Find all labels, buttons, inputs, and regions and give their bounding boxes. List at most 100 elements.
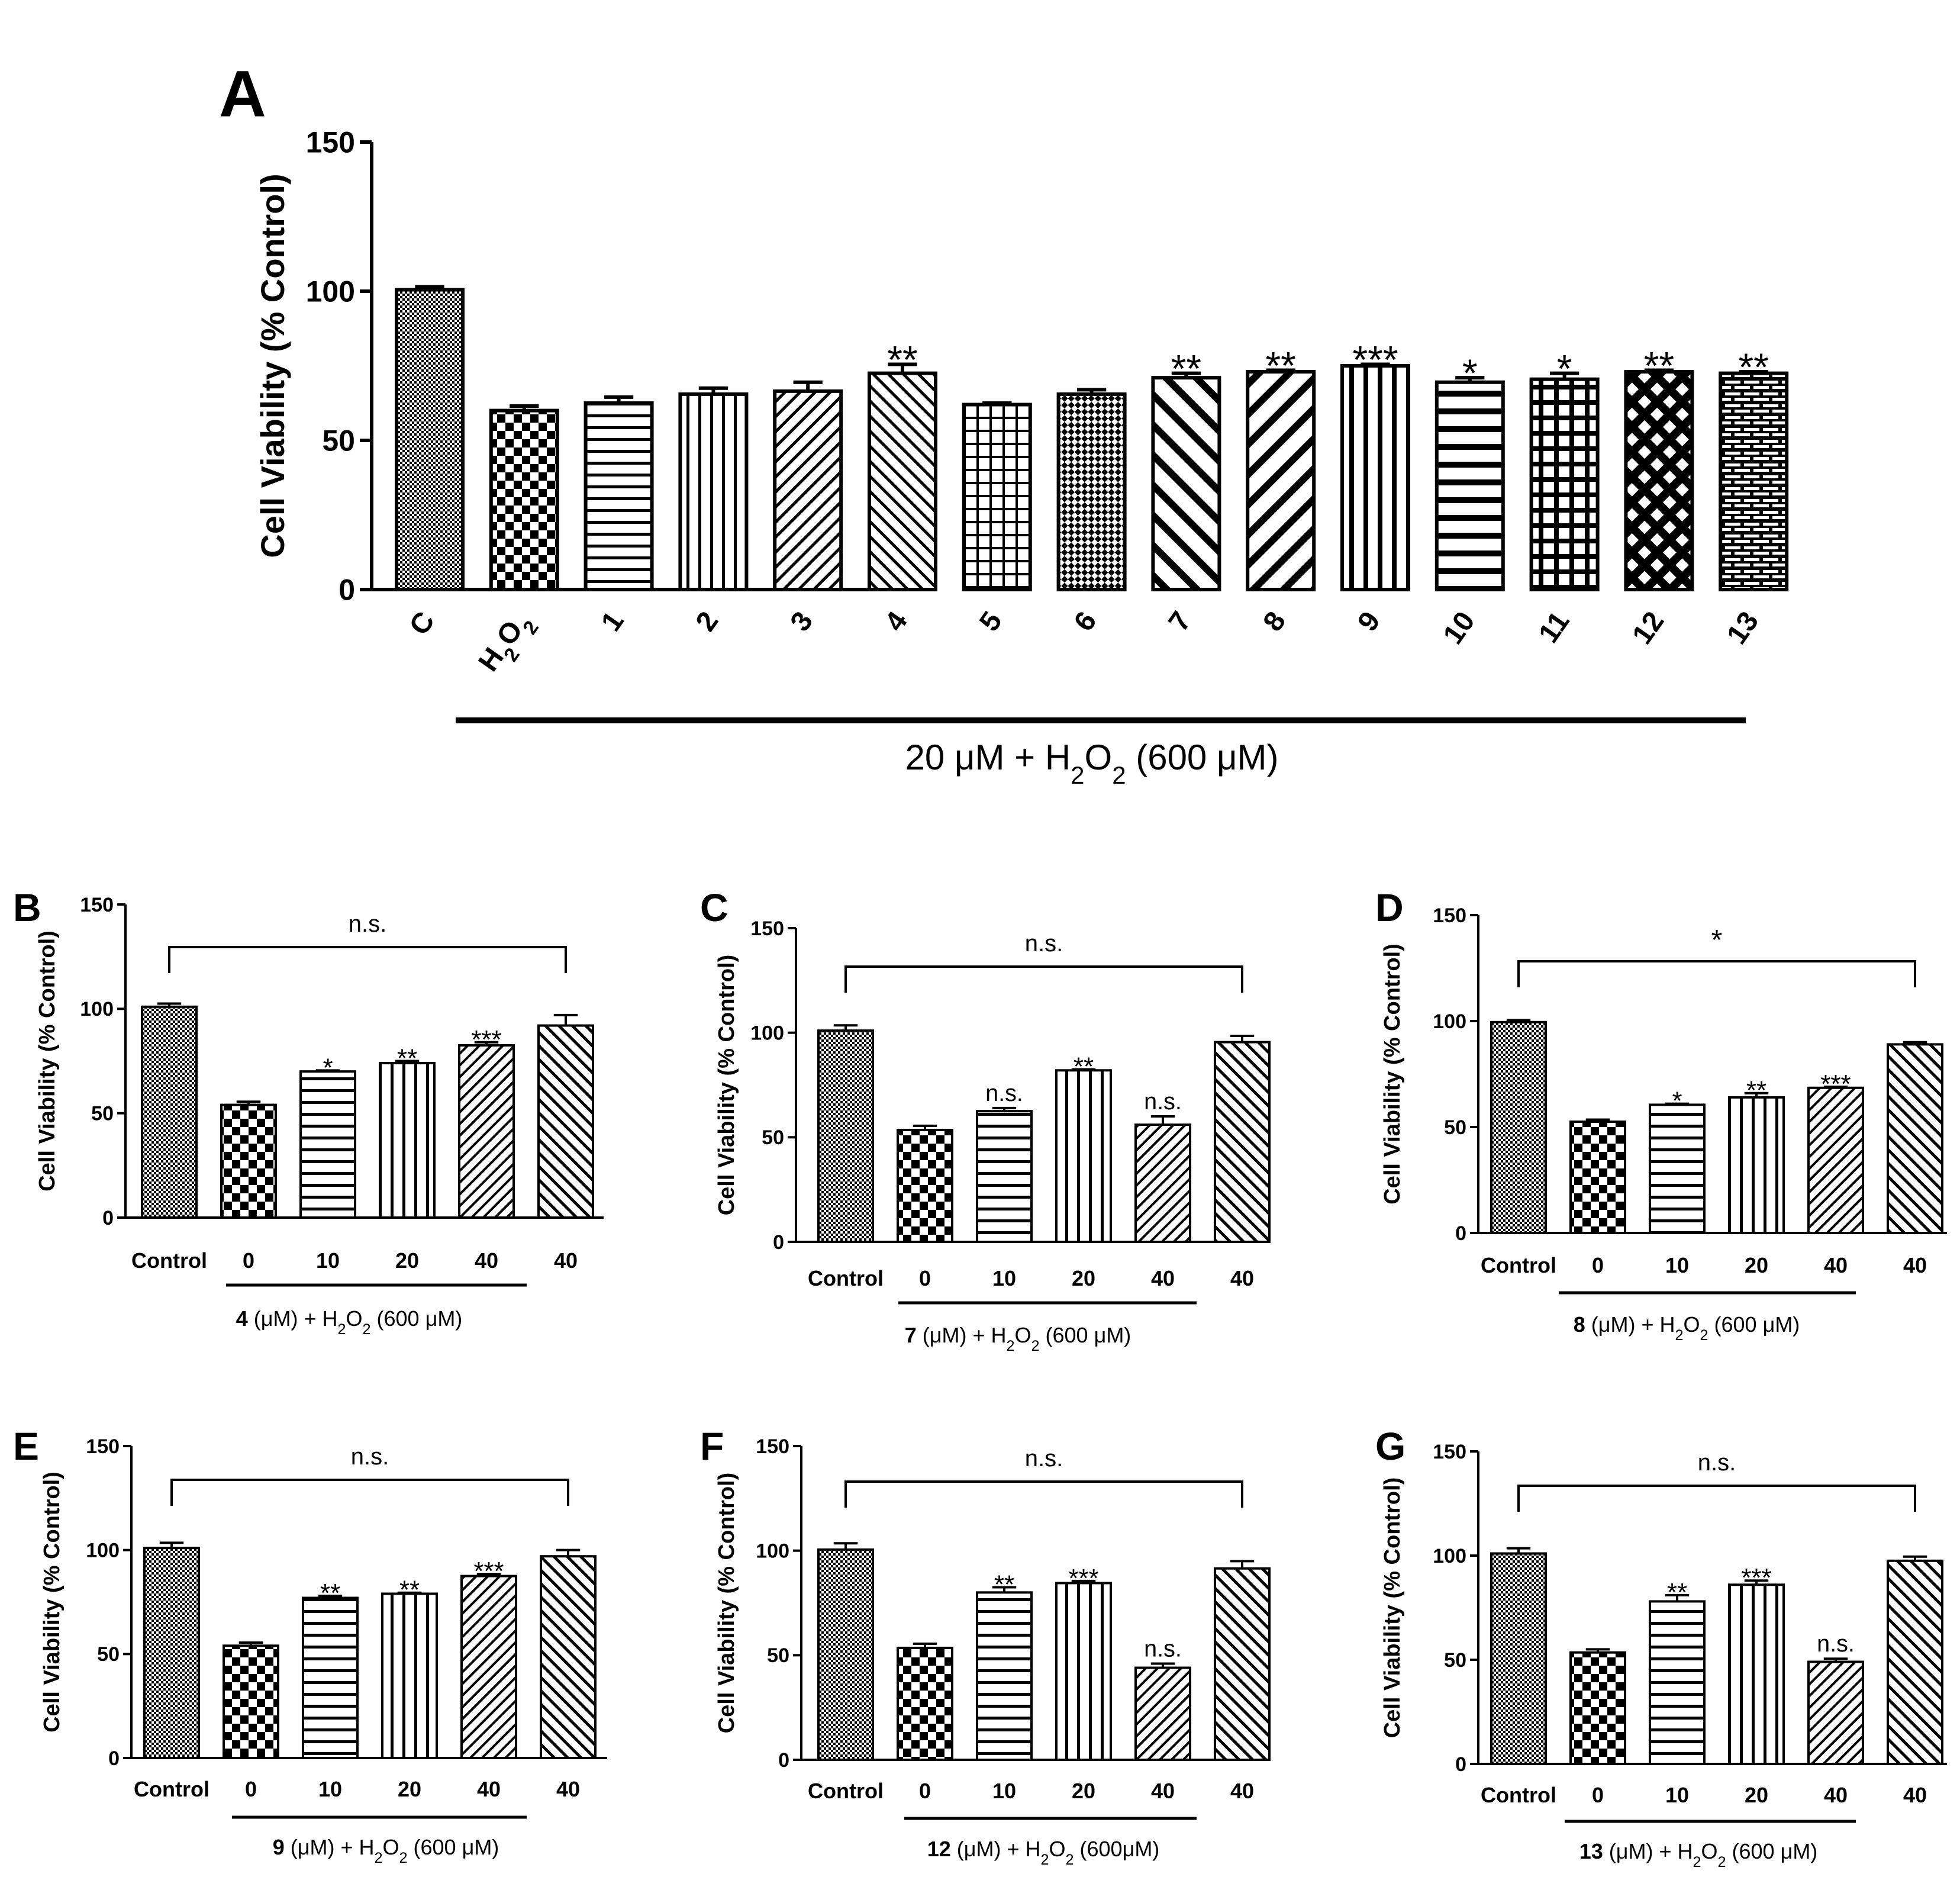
bar bbox=[1134, 1123, 1191, 1243]
bar bbox=[1887, 1559, 1943, 1766]
bar bbox=[489, 408, 559, 591]
bar bbox=[458, 1044, 515, 1219]
significance-label: n.s. bbox=[1144, 1635, 1182, 1662]
significance-label: *** bbox=[471, 1025, 501, 1054]
significance-label: *** bbox=[1741, 1563, 1771, 1592]
x-tick-label: 20 bbox=[1745, 1253, 1768, 1277]
bracket-label: n.s. bbox=[1698, 1450, 1736, 1476]
x-tick-label: 10 bbox=[1665, 1253, 1689, 1277]
x-tick-label: 40 bbox=[477, 1777, 501, 1801]
x-tick-label: 2 bbox=[690, 606, 725, 637]
bar bbox=[1728, 1583, 1785, 1766]
bar bbox=[381, 1592, 438, 1760]
group-label: 13 (μM) + H2O2 (600 μM) bbox=[1579, 1839, 1818, 1870]
y-tick-label: 0 bbox=[339, 574, 355, 607]
x-tick-label: 40 bbox=[556, 1777, 580, 1801]
significance-label: ** bbox=[1644, 344, 1674, 388]
x-tick-label: 10 bbox=[992, 1779, 1016, 1803]
y-tick-label: 150 bbox=[86, 1435, 120, 1458]
bar bbox=[220, 1103, 277, 1219]
y-tick-label: 100 bbox=[756, 1540, 789, 1563]
bar bbox=[1490, 1020, 1547, 1235]
x-tick-label: 4 bbox=[879, 606, 914, 638]
y-tick-label: 100 bbox=[80, 998, 114, 1020]
x-tick-label: 20 bbox=[1072, 1779, 1095, 1803]
x-tick-label: 0 bbox=[919, 1266, 931, 1290]
y-axis-label: Cell Viability (% Control) bbox=[40, 1472, 65, 1733]
bar bbox=[976, 1110, 1033, 1243]
bar bbox=[962, 403, 1032, 592]
y-tick-label: 0 bbox=[773, 1231, 784, 1254]
x-tick-label: 6 bbox=[1068, 606, 1103, 637]
significance-label: n.s. bbox=[1144, 1089, 1182, 1115]
x-tick-label: 40 bbox=[1903, 1253, 1927, 1277]
significance-label: *** bbox=[1068, 1564, 1098, 1593]
panel-letter: B bbox=[13, 886, 41, 929]
x-tick-label: 0 bbox=[243, 1248, 254, 1273]
group-label: 12 (μM) + H2O2 (600μM) bbox=[927, 1837, 1160, 1868]
bar bbox=[1246, 370, 1316, 592]
y-tick-label: 150 bbox=[1433, 1441, 1466, 1463]
y-tick-label: 0 bbox=[108, 1747, 120, 1770]
y-tick-label: 150 bbox=[1433, 904, 1466, 927]
bar bbox=[817, 1548, 874, 1761]
significance-label: * bbox=[1462, 351, 1478, 395]
panel-letter: C bbox=[700, 886, 728, 929]
y-tick-label: 150 bbox=[80, 894, 114, 916]
y-tick-label: 150 bbox=[750, 917, 784, 940]
significance-label: * bbox=[323, 1053, 333, 1082]
significance-label: * bbox=[1672, 1087, 1682, 1116]
bar bbox=[1151, 376, 1221, 591]
x-tick-label: 7 bbox=[1163, 606, 1198, 637]
significance-label: ** bbox=[1739, 345, 1769, 389]
bar bbox=[1887, 1043, 1943, 1234]
group-label: 20 μM + H2O2 (600 μM) bbox=[905, 738, 1278, 789]
bracket-label: n.s. bbox=[351, 1444, 389, 1470]
bar bbox=[1214, 1567, 1271, 1761]
x-tick-label: 12 bbox=[1626, 606, 1670, 650]
bar bbox=[537, 1024, 594, 1219]
x-tick-label: 10 bbox=[992, 1266, 1016, 1290]
significance-bracket bbox=[168, 946, 567, 973]
y-tick-label: 150 bbox=[756, 1435, 789, 1458]
bar bbox=[1649, 1103, 1706, 1235]
significance-label: * bbox=[1557, 347, 1572, 391]
x-tick-label: 0 bbox=[1592, 1253, 1604, 1277]
y-tick-label: 0 bbox=[1455, 1222, 1466, 1245]
y-tick-label: 0 bbox=[778, 1749, 789, 1772]
y-axis-label: Cell Viability (% Control) bbox=[714, 1473, 739, 1734]
y-tick-label: 50 bbox=[322, 424, 355, 458]
x-tick-label: Control bbox=[1481, 1253, 1556, 1277]
x-tick-label: 0 bbox=[1592, 1783, 1604, 1807]
group-label: 7 (μM) + H2O2 (600 μM) bbox=[905, 1323, 1131, 1354]
panel-letter: D bbox=[1375, 886, 1404, 929]
bar bbox=[1649, 1600, 1706, 1765]
bar bbox=[1434, 380, 1505, 591]
y-axis-label: Cell Viability (% Control) bbox=[1380, 1477, 1405, 1738]
bar bbox=[584, 401, 654, 591]
significance-bracket bbox=[844, 1480, 1243, 1508]
significance-label: ** bbox=[1171, 347, 1201, 391]
bar bbox=[976, 1591, 1033, 1761]
x-tick-label: 0 bbox=[245, 1777, 257, 1801]
bar bbox=[379, 1062, 436, 1219]
bar bbox=[1807, 1660, 1864, 1766]
significance-label: ** bbox=[1746, 1076, 1766, 1105]
group-label: 8 (μM) + H2O2 (600 μM) bbox=[1574, 1312, 1800, 1344]
bar bbox=[1214, 1041, 1271, 1243]
bar bbox=[540, 1555, 597, 1760]
x-tick-label: H2O2 bbox=[473, 606, 543, 682]
x-tick-label: 5 bbox=[973, 606, 1008, 637]
y-tick-label: 50 bbox=[767, 1644, 789, 1667]
bar bbox=[1719, 371, 1789, 591]
bar bbox=[773, 389, 843, 592]
bar bbox=[1340, 364, 1410, 591]
bar bbox=[1134, 1666, 1191, 1762]
bar bbox=[817, 1029, 874, 1243]
significance-label: *** bbox=[473, 1557, 504, 1586]
y-axis-label: Cell Viability (% Control) bbox=[714, 955, 739, 1216]
significance-bracket bbox=[1517, 1485, 1916, 1512]
y-axis-label: Cell Viability (% Control) bbox=[1380, 944, 1405, 1205]
